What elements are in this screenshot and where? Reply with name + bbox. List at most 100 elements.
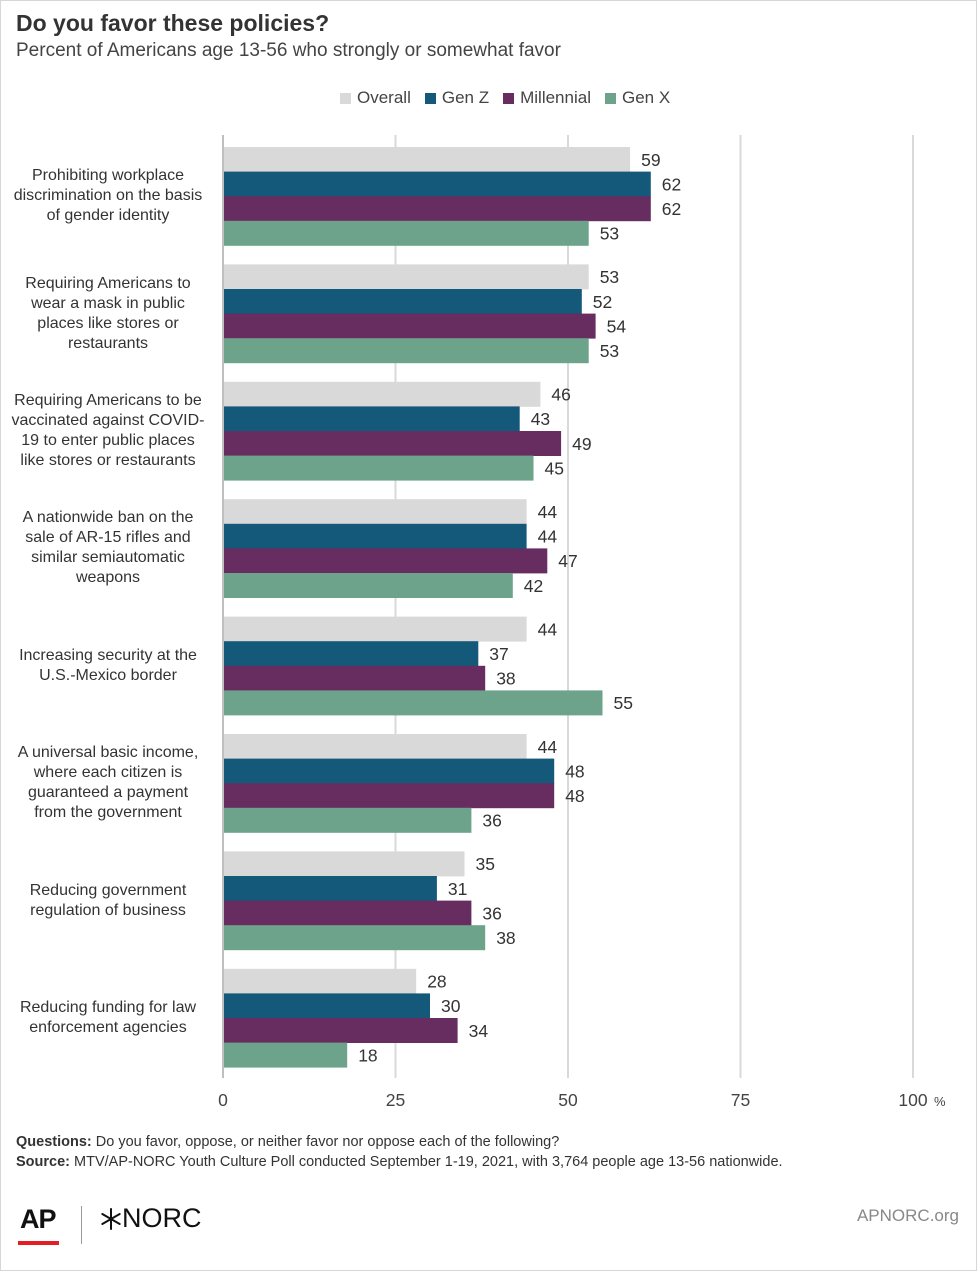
- x-tick-label-100: 100: [898, 1090, 927, 1110]
- category-label-line: U.S.-Mexico border: [39, 666, 177, 684]
- value-label-overall-8: 28: [427, 972, 446, 992]
- bar-gen-z-7: [223, 876, 437, 901]
- source-note: Source: MTV/AP-NORC Youth Culture Poll c…: [16, 1152, 783, 1172]
- bar-millennial-3: [223, 431, 562, 456]
- category-label-line: sale of AR-15 rifles and: [25, 529, 191, 547]
- x-tick-label-0: 0: [218, 1090, 228, 1110]
- bar-millennial-5: [223, 665, 486, 691]
- legend-item-gen-x: Gen X: [604, 88, 671, 108]
- value-label-millennial-6: 48: [565, 786, 584, 806]
- bar-gen-x-3: [223, 455, 534, 481]
- bar-gen-z-4: [223, 523, 527, 549]
- category-label-line: discrimination on the basis: [13, 187, 203, 205]
- legend-label-overall: Overall: [357, 88, 411, 107]
- value-label-gen-z-6: 48: [565, 761, 584, 781]
- bar-gen-x-8: [223, 1042, 348, 1068]
- value-label-gen-z-4: 44: [538, 527, 558, 547]
- category-label-1: Prohibiting workplace discrimination on t…: [5, 147, 211, 245]
- category-label-line: A nationwide ban on the: [22, 509, 194, 527]
- value-label-gen-x-4: 42: [524, 576, 543, 596]
- value-label-gen-x-7: 38: [496, 928, 515, 948]
- value-label-millennial-7: 36: [482, 903, 501, 923]
- bar-overall-4: [223, 499, 527, 525]
- category-label-line: regulation of business: [30, 901, 186, 919]
- category-label-6: A universal basic income, where each citi…: [5, 734, 211, 832]
- legend: Overall Gen Z Millennial Gen X: [340, 88, 684, 108]
- value-label-overall-7: 35: [476, 854, 495, 874]
- bar-overall-7: [223, 851, 465, 877]
- bar-millennial-7: [223, 900, 472, 926]
- norc-logo-text: NORC: [122, 1203, 202, 1233]
- category-label-line: Requiring Americans to be: [14, 391, 202, 409]
- legend-label-gen-z: Gen Z: [441, 88, 490, 107]
- category-label-line: Requiring Americans to: [25, 274, 191, 292]
- value-label-overall-2: 53: [600, 267, 619, 287]
- chart-subtitle: Percent of Americans age 13-56 who stron…: [16, 40, 561, 61]
- category-label-line: places like stores or: [37, 314, 179, 332]
- category-label-text-8: Reducing funding for law enforcement agen…: [20, 998, 196, 1038]
- legend-swatch-overall: [340, 92, 351, 104]
- value-label-gen-x-6: 36: [482, 811, 501, 831]
- category-label-text-1: Prohibiting workplace discrimination on t…: [14, 166, 203, 226]
- category-label-line: enforcement agencies: [29, 1018, 187, 1036]
- value-label-overall-6: 44: [538, 737, 558, 757]
- bar-millennial-8: [223, 1018, 458, 1043]
- value-label-gen-x-5: 55: [614, 693, 633, 713]
- category-label-line: restaurants: [67, 334, 149, 352]
- bar-millennial-6: [223, 783, 555, 809]
- value-label-gen-z-1: 62: [662, 174, 681, 194]
- x-tick-label-25: 25: [386, 1090, 405, 1110]
- category-label-line: of gender identity: [46, 207, 170, 225]
- legend-label-gen-x: Gen X: [621, 88, 671, 107]
- category-label-text-2: Requiring Americans to wear a mask in pub…: [25, 274, 190, 354]
- value-label-gen-z-3: 43: [531, 409, 550, 429]
- norc-logo: NORC: [100, 1203, 202, 1234]
- bar-gen-z-2: [223, 289, 582, 314]
- value-label-gen-x-8: 18: [358, 1045, 377, 1065]
- category-label-line: Prohibiting workplace: [31, 167, 185, 185]
- legend-item-overall: Overall: [340, 88, 411, 108]
- footer-notes: Questions: Do you favor, oppose, or neit…: [16, 1132, 783, 1172]
- bar-millennial-1: [223, 196, 651, 222]
- category-label-line: Reducing funding for law: [19, 998, 197, 1016]
- bar-overall-1: [223, 147, 631, 172]
- legend-swatch-gen-x: [604, 92, 616, 104]
- value-label-millennial-4: 47: [558, 551, 577, 571]
- bar-chart: 59 53 46 44 44 44 35 28 62 52 43 44 37 48 31 30 62 54 49 47…: [218, 135, 946, 1110]
- bar-overall-5: [223, 616, 527, 642]
- bar-millennial-2: [223, 313, 596, 339]
- category-label-3: Requiring Americans to be vaccinated agai…: [5, 382, 211, 480]
- legend-swatch-gen-z: [424, 92, 436, 104]
- value-label-gen-x-1: 53: [600, 224, 619, 244]
- norc-star-icon: [101, 1207, 121, 1230]
- category-label-text-5: Increasing security at the U.S.-Mexico bo…: [19, 646, 197, 686]
- category-label-line: wear a mask in public: [31, 294, 185, 312]
- source-label: Source:: [16, 1154, 70, 1170]
- value-label-overall-4: 44: [538, 502, 558, 522]
- site-link[interactable]: APNORC.org: [856, 1206, 959, 1225]
- bar-overall-2: [223, 264, 589, 290]
- bar-gen-x-1: [223, 220, 589, 246]
- chart-title: Do you favor these policies?: [16, 10, 330, 36]
- category-label-line: A universal basic income,: [17, 744, 199, 762]
- value-label-gen-x-2: 53: [600, 341, 619, 361]
- bar-overall-3: [223, 381, 541, 407]
- legend-item-millennial: Millennial: [503, 88, 591, 108]
- category-label-line: like stores or restaurants: [20, 451, 196, 469]
- category-label-line: vaccinated against COVID-: [11, 411, 205, 429]
- category-label-2: Requiring Americans to wear a mask in pub…: [5, 264, 211, 362]
- category-label-line: Increasing security at the: [19, 646, 197, 664]
- value-label-millennial-8: 34: [469, 1021, 489, 1041]
- bar-gen-x-4: [223, 573, 513, 598]
- category-label-line: guaranteed a payment: [27, 784, 189, 802]
- value-label-gen-z-2: 52: [593, 292, 612, 312]
- value-label-gen-z-5: 37: [489, 644, 508, 664]
- value-label-millennial-3: 49: [572, 434, 591, 454]
- x-tick-label-50: 50: [558, 1090, 578, 1110]
- bar-gen-x-6: [223, 807, 472, 833]
- source-text: MTV/AP-NORC Youth Culture Poll conducted…: [74, 1154, 783, 1170]
- value-label-gen-x-3: 45: [545, 458, 564, 478]
- category-label-5: Increasing security at the U.S.-Mexico bo…: [5, 617, 211, 715]
- x-tick-label-75: 75: [731, 1090, 750, 1110]
- bar-gen-z-5: [223, 641, 479, 667]
